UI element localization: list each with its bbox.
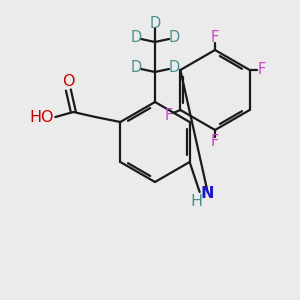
Text: F: F <box>211 134 219 149</box>
Text: F: F <box>257 62 266 77</box>
Text: O: O <box>62 74 75 89</box>
Text: D: D <box>168 61 180 76</box>
Text: D: D <box>168 31 180 46</box>
Text: H: H <box>29 110 41 125</box>
Text: D: D <box>130 31 142 46</box>
Text: F: F <box>164 107 172 122</box>
Text: F: F <box>211 31 219 46</box>
Text: D: D <box>149 16 161 32</box>
Text: O: O <box>40 110 52 125</box>
Text: H: H <box>190 194 203 208</box>
Text: D: D <box>130 61 142 76</box>
Text: N: N <box>201 185 214 200</box>
